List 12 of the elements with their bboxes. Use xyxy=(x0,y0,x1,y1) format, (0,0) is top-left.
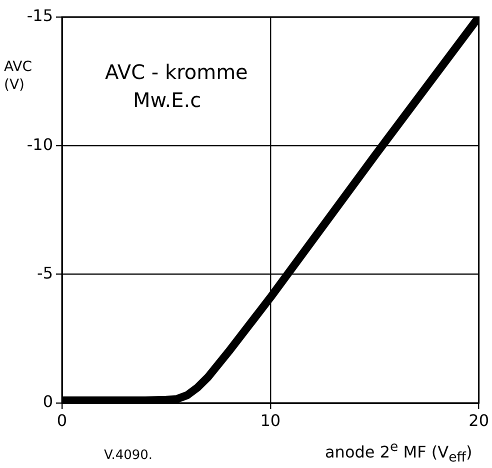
x-tick-label: 20 xyxy=(468,410,489,430)
y-tick-label: 0 xyxy=(42,392,53,412)
text: AVC - kromme xyxy=(105,60,248,84)
x-tick-label: 10 xyxy=(260,410,281,430)
y-tick-label: -10 xyxy=(26,134,53,154)
y-tick-label: -15 xyxy=(26,6,53,26)
text: V.4090. xyxy=(104,448,153,463)
y-axis-title: AVC (V) xyxy=(4,58,34,94)
x-tick-label: 0 xyxy=(56,410,68,430)
x-axis-title: anode 2$^{e}$ MF (V$_{eff}$) xyxy=(325,440,472,466)
y-tick-label: -5 xyxy=(37,263,53,282)
text: Mw.E.c xyxy=(133,88,202,112)
